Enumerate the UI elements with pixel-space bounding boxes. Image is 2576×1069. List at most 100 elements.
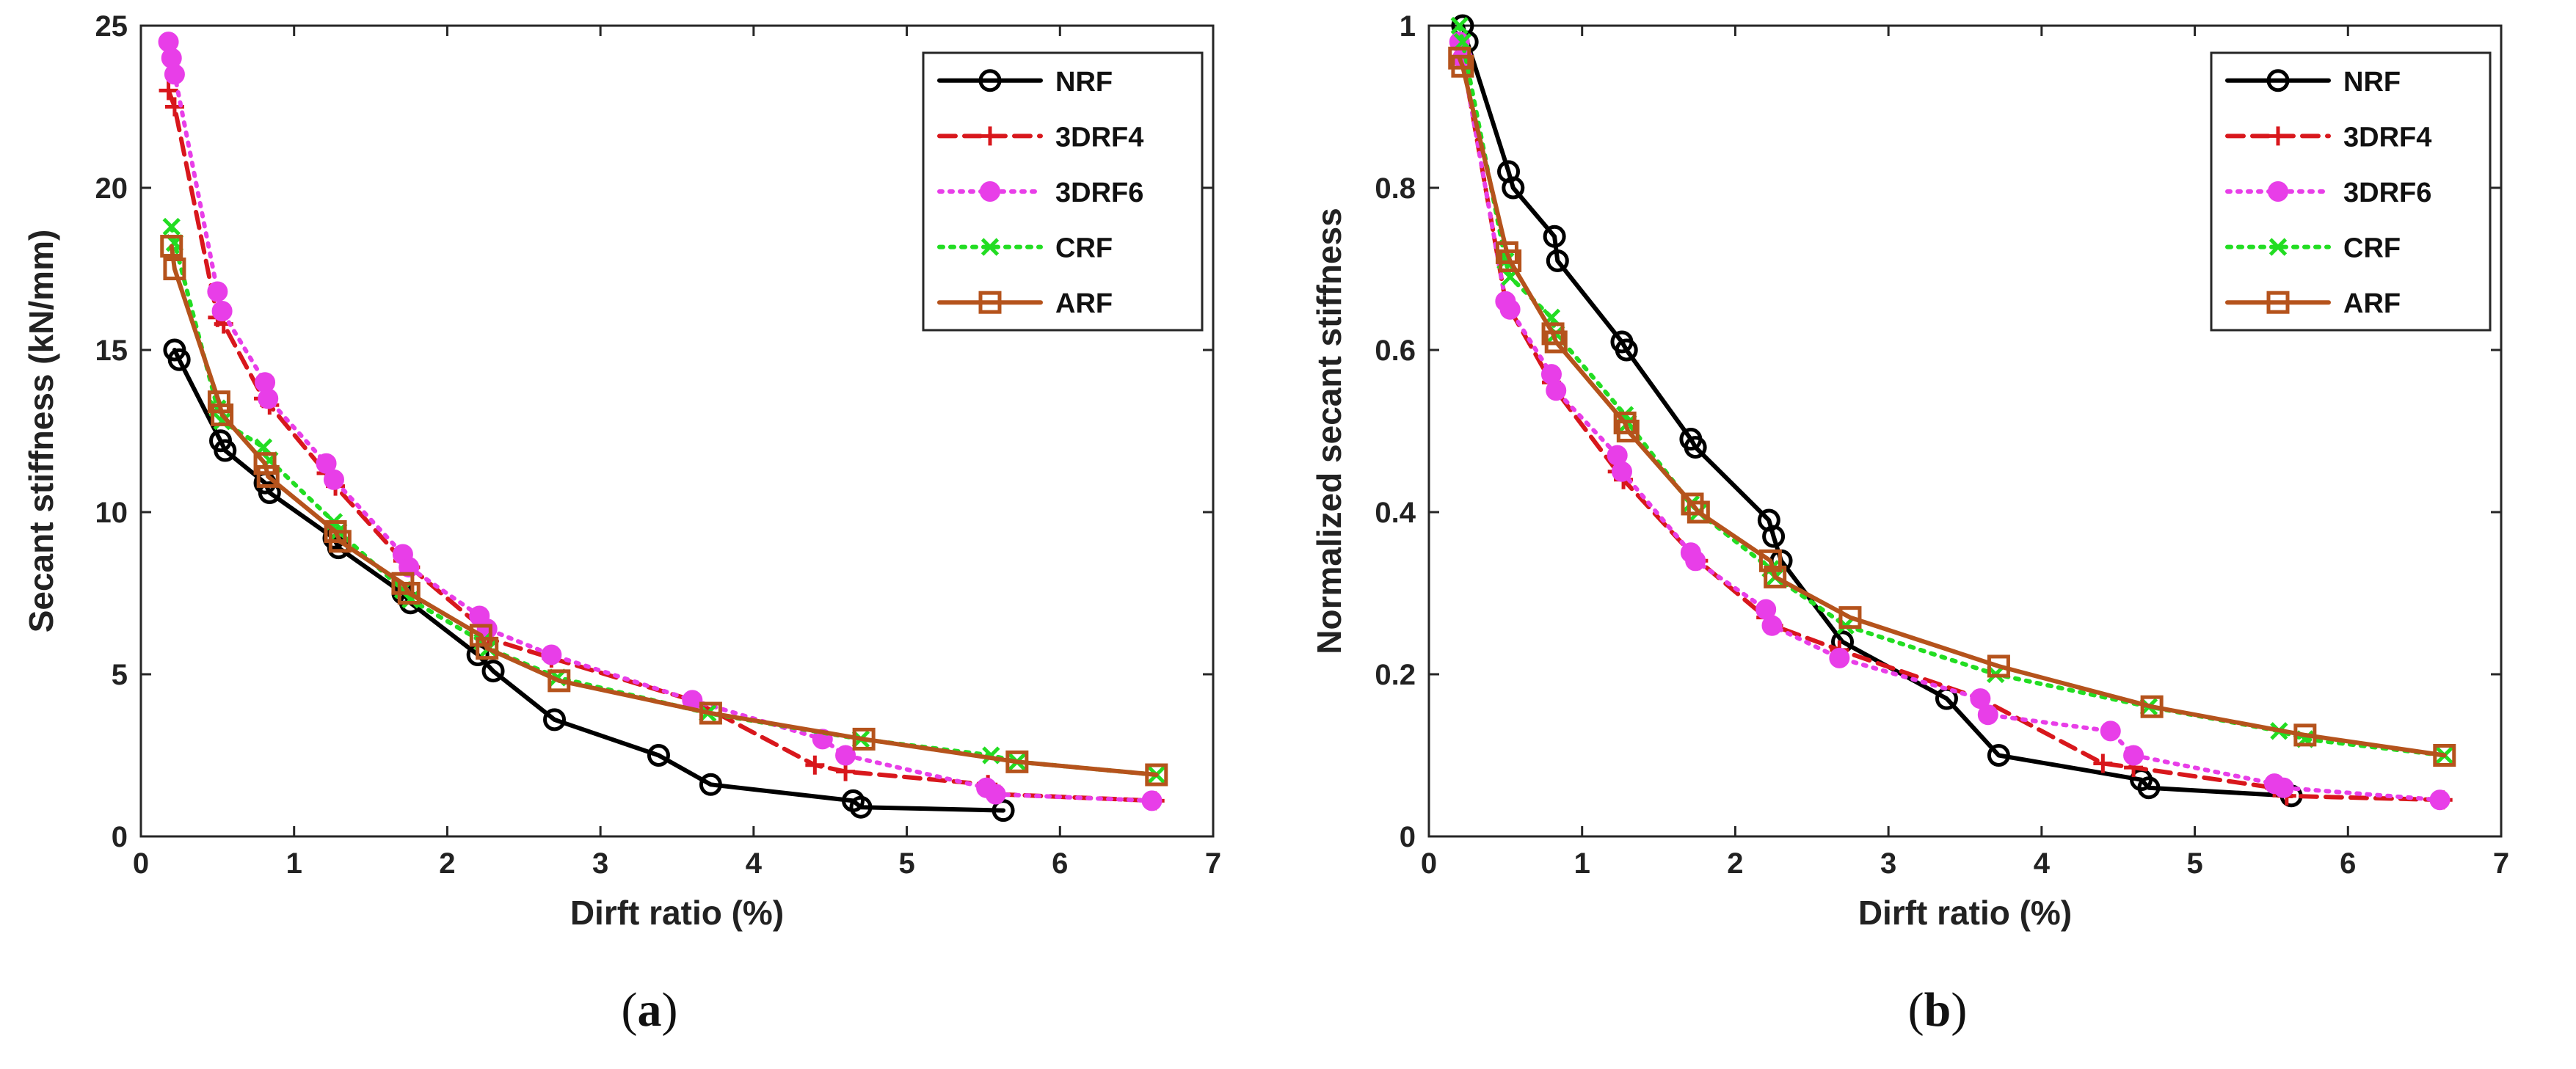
data-point-3drf6 — [2100, 720, 2121, 742]
caption-close: ) — [1951, 983, 1967, 1037]
y-tick-label: 15 — [95, 335, 128, 367]
data-point-nrf — [543, 708, 567, 731]
data-point-crf — [162, 217, 181, 236]
data-point-arf — [2140, 695, 2164, 718]
legend-label-nrf: NRF — [1055, 67, 1113, 98]
figure-caption: (b) — [1908, 983, 1968, 1037]
x-tick-label: 6 — [1052, 847, 1068, 880]
data-point-arf — [256, 464, 280, 488]
data-point-arf — [699, 701, 722, 725]
y-tick-label: 0 — [1400, 821, 1416, 853]
y-tick-label: 0.8 — [1375, 172, 1416, 205]
data-point-arf — [1687, 500, 1710, 524]
x-tick-label: 4 — [746, 847, 763, 880]
legend: NRF 3DRF4 3DRF6 CRF ARF — [922, 51, 1204, 332]
data-point-3drf6 — [1761, 615, 1783, 636]
chart-panel-a: 0 1 2 3 4 5 6 7 0 5 10 15 20 25 Dirft ratio (%) Secant … — [22, 10, 1221, 1037]
data-point-arf — [1987, 654, 2010, 678]
data-point-3drf6 — [1611, 461, 1632, 482]
data-point-3drf6 — [2429, 789, 2451, 811]
data-point-nrf — [481, 660, 505, 683]
legend-label-crf: CRF — [2343, 233, 2401, 264]
data-point-3drf6 — [323, 469, 344, 490]
caption-letter: a — [638, 983, 662, 1037]
y-tick-label: 0.4 — [1375, 497, 1416, 529]
data-point-3drf4 — [2093, 754, 2113, 773]
series-nrf — [1451, 14, 2303, 808]
data-point-arf — [1758, 549, 1782, 572]
series-arf — [1448, 46, 2456, 767]
legend-label-arf: ARF — [2343, 288, 2401, 319]
x-tick-label: 6 — [2340, 847, 2356, 880]
data-point-arf — [253, 452, 277, 475]
data-point-3drf6 — [985, 784, 1006, 805]
x-tick-label: 2 — [1727, 847, 1743, 880]
data-point-3drf4 — [805, 755, 825, 775]
legend-label-crf: CRF — [1055, 233, 1113, 264]
data-point-arf — [163, 258, 186, 280]
legend-marker-nrf — [978, 69, 1002, 92]
legend-label-3drf6: 3DRF6 — [2343, 178, 2431, 208]
chart-a-svg: 0 1 2 3 4 5 6 7 0 5 10 15 20 25 Dirft ratio (%) Secant … — [22, 10, 1221, 1037]
x-tick-label: 2 — [439, 847, 455, 880]
data-point-3drf6 — [399, 557, 420, 578]
data-point-3drf6 — [258, 388, 279, 409]
data-point-arf — [469, 624, 492, 647]
x-tick-label: 1 — [286, 847, 302, 880]
data-point-nrf — [1546, 249, 1569, 272]
data-point-arf — [1838, 606, 1862, 630]
data-point-3drf6 — [1977, 704, 1998, 726]
data-point-arf — [1451, 54, 1474, 78]
chart-panel-b: 0 1 2 3 4 5 6 7 0 0.2 0.4 0.6 0.8 1 Dirft ratio (%) Nor… — [1288, 0, 2576, 1069]
data-point-3drf6 — [1829, 647, 1850, 668]
y-tick-label: 20 — [95, 172, 128, 205]
data-point-arf — [2433, 744, 2456, 767]
caption-open: ( — [1908, 983, 1924, 1037]
figure-caption: (a) — [622, 983, 678, 1037]
series-3drf6 — [1449, 32, 2451, 811]
y-tick-label: 0.6 — [1375, 335, 1416, 367]
series-3drf6 — [158, 32, 1163, 811]
legend: NRF 3DRF4 3DRF6 CRF ARF — [2210, 51, 2492, 332]
data-point-arf — [1544, 330, 1568, 354]
y-axis-label: Normalized secant stiffness — [1310, 208, 1348, 654]
data-point-3drf6 — [1141, 790, 1163, 811]
legend-marker-3drf6 — [2268, 181, 2288, 202]
data-point-arf — [852, 727, 876, 751]
legend-label-3drf6: 3DRF6 — [1055, 178, 1143, 208]
y-tick-label: 1 — [1400, 10, 1416, 43]
data-point-arf — [1005, 750, 1029, 773]
data-point-nrf — [699, 773, 722, 796]
legend-marker-arf — [978, 291, 1002, 314]
x-tick-label: 0 — [133, 847, 149, 880]
x-tick-label: 3 — [1880, 847, 1896, 880]
legend-marker-3drf6 — [980, 181, 1000, 202]
caption-open: ( — [622, 983, 638, 1037]
x-tick-label: 7 — [1205, 847, 1221, 880]
data-point-arf — [476, 637, 499, 660]
data-point-3drf6 — [835, 745, 856, 766]
data-point-nrf — [1543, 225, 1566, 248]
legend-label-arf: ARF — [1055, 288, 1113, 319]
data-point-arf — [328, 530, 352, 553]
y-tick-label: 25 — [95, 10, 128, 43]
legend-label-nrf: NRF — [2343, 67, 2401, 98]
data-point-nrf — [1684, 436, 1707, 459]
y-tick-label: 10 — [95, 497, 128, 529]
x-tick-label: 7 — [2493, 847, 2509, 880]
data-point-arf — [1616, 420, 1640, 442]
legend-marker-crf — [980, 238, 1000, 256]
data-point-arf — [547, 669, 571, 693]
data-point-nrf — [258, 481, 281, 504]
data-point-3drf6 — [1546, 380, 1567, 401]
data-point-nrf — [647, 744, 670, 767]
data-point-crf — [1450, 16, 1469, 35]
x-tick-label: 0 — [1421, 847, 1437, 880]
y-tick-label: 0.2 — [1375, 659, 1416, 691]
legend-marker-3drf4 — [2268, 126, 2288, 146]
data-point-arf — [1764, 565, 1787, 588]
legend-label-3drf4: 3DRF4 — [1055, 122, 1143, 153]
x-tick-label: 4 — [2034, 847, 2051, 880]
caption-close: ) — [662, 983, 678, 1037]
data-point-3drf6 — [1685, 550, 1706, 572]
